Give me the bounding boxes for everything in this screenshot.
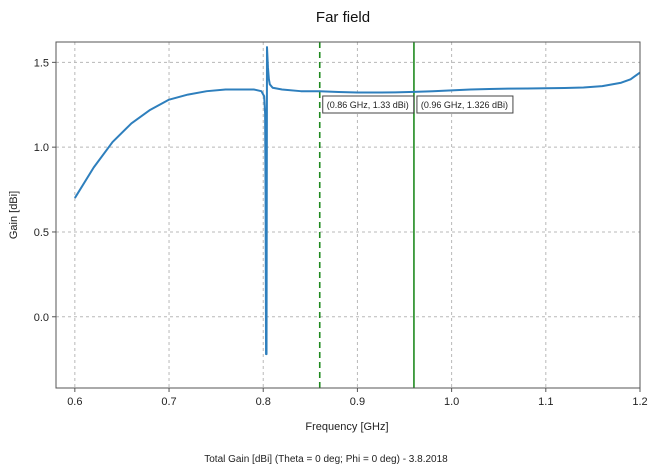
- chart-footer: Total Gain [dBi] (Theta = 0 deg; Phi = 0…: [204, 454, 448, 465]
- x-tick-label: 1.2: [632, 396, 647, 408]
- x-tick-label: 0.6: [67, 396, 82, 408]
- tick-labels: 0.6 0.7 0.8 0.9 1.0 1.1 1.2 0.0 0.5 1.0 1.5: [34, 57, 648, 408]
- x-tick-label: 0.7: [161, 396, 176, 408]
- chart-title: Far field: [316, 9, 370, 26]
- plot-frame: [55, 41, 641, 389]
- grid: [56, 42, 641, 388]
- x-tick-label: 0.9: [350, 396, 365, 408]
- marker-readout-box: [322, 95, 415, 114]
- marker-readout-label: (0.96 GHz, 1.326 dBi): [421, 100, 508, 110]
- marker-labels: (0.86 GHz, 1.33 dBi) (0.96 GHz, 1.326 dBi…: [322, 95, 514, 114]
- gain-series-line: [73, 46, 641, 356]
- marker-readout-label: (0.86 GHz, 1.33 dBi): [327, 100, 409, 110]
- markers: [318, 42, 415, 388]
- y-tick-label: 1.5: [34, 57, 49, 69]
- x-tick-label: 1.0: [444, 396, 459, 408]
- x-tick-label: 0.8: [256, 396, 271, 408]
- series-layer: [73, 46, 641, 356]
- y-tick-label: 0.5: [34, 227, 49, 239]
- y-tick-label: 1.0: [34, 142, 49, 154]
- y-axis-title: Gain [dBi]: [8, 191, 20, 239]
- marker-readout-box: [416, 95, 514, 114]
- x-axis-title: Frequency [GHz]: [305, 421, 388, 433]
- x-tick-label: 1.1: [538, 396, 553, 408]
- y-tick-label: 0.0: [34, 312, 49, 324]
